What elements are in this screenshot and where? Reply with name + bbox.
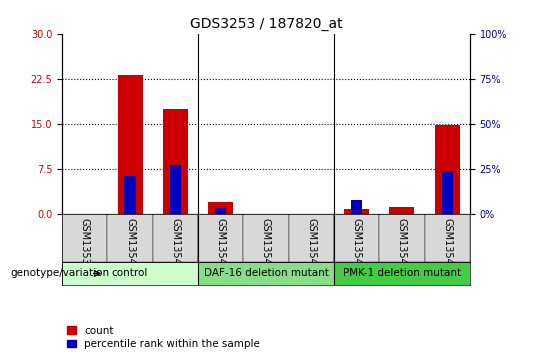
Text: GSM135476: GSM135476 (261, 218, 271, 277)
Bar (442, 171, 453, 214)
Bar (62, 262, 198, 285)
Bar (435, 125, 460, 214)
Bar (288, 214, 334, 262)
Bar (344, 209, 369, 214)
Text: GSM135480: GSM135480 (442, 218, 452, 277)
Bar (351, 200, 362, 214)
Bar (62, 214, 107, 262)
Bar (153, 214, 198, 262)
Bar (334, 262, 470, 285)
Text: DAF-16 deletion mutant: DAF-16 deletion mutant (204, 268, 328, 279)
Bar (244, 214, 288, 262)
Bar (163, 109, 188, 214)
Text: GSM135477: GSM135477 (306, 218, 316, 277)
Bar (170, 165, 181, 214)
Bar (208, 202, 233, 214)
Bar (379, 214, 424, 262)
Text: GSM135479: GSM135479 (397, 218, 407, 277)
Text: PMK-1 deletion mutant: PMK-1 deletion mutant (343, 268, 461, 279)
Text: genotype/variation: genotype/variation (11, 268, 110, 278)
Bar (215, 208, 226, 214)
Text: GSM135478: GSM135478 (352, 218, 362, 277)
Bar (107, 214, 153, 262)
Bar (198, 214, 244, 262)
Bar (118, 75, 143, 214)
Bar (198, 262, 334, 285)
Bar (424, 214, 470, 262)
Legend: count, percentile rank within the sample: count, percentile rank within the sample (68, 326, 260, 349)
Bar (124, 176, 136, 214)
Text: GSM135395: GSM135395 (80, 218, 90, 277)
Text: GSM135467: GSM135467 (125, 218, 135, 277)
Bar (389, 207, 414, 214)
Text: control: control (112, 268, 149, 279)
Text: GSM135468: GSM135468 (170, 218, 180, 277)
Bar (334, 214, 379, 262)
Text: GSM135469: GSM135469 (215, 218, 226, 277)
Title: GDS3253 / 187820_at: GDS3253 / 187820_at (190, 17, 342, 31)
